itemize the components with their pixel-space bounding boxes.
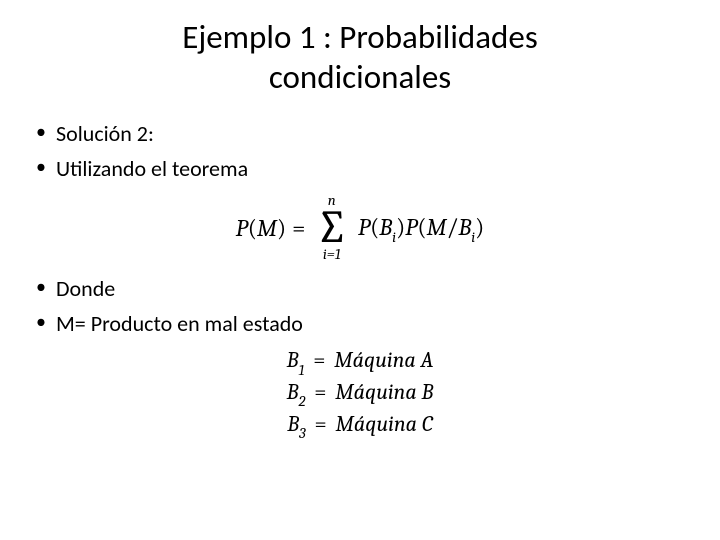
sigma-block: n ∑ i=1 bbox=[315, 193, 348, 262]
bullet-marker: • bbox=[36, 272, 56, 305]
formula-total-probability: P(M) = n ∑ i=1 P(Bi)P(M/Bi) bbox=[30, 193, 690, 262]
solution-label: Solución 2: bbox=[56, 117, 690, 150]
bullet-solution: • Solución 2: bbox=[30, 117, 690, 150]
sub-i: i bbox=[392, 228, 396, 246]
def-b-idx: 1 bbox=[298, 361, 304, 379]
paren-close: ) bbox=[277, 214, 286, 242]
slide-container: Ejemplo 1 : Probabilidades condicionales… bbox=[0, 0, 720, 540]
paren-close: ) bbox=[396, 213, 405, 241]
paren-close: ) bbox=[475, 213, 484, 241]
def-b-sym: B bbox=[287, 411, 299, 437]
def-eq: = bbox=[314, 411, 326, 437]
slide-title: Ejemplo 1 : Probabilidades condicionales bbox=[30, 18, 690, 97]
def-b-idx: 2 bbox=[298, 392, 305, 410]
paren-open: ( bbox=[417, 213, 426, 241]
sigma-symbol: ∑ bbox=[315, 208, 348, 247]
sym-P: P bbox=[358, 213, 370, 241]
sym-P: P bbox=[405, 213, 417, 241]
sym-M: M bbox=[427, 213, 447, 241]
equals: = bbox=[292, 210, 305, 246]
def-b-sym: B bbox=[287, 347, 299, 373]
title-line-2: condicionales bbox=[269, 57, 451, 97]
def-b2: B2 = Máquina B bbox=[287, 378, 434, 410]
bullet-marker: • bbox=[36, 307, 56, 340]
def-b1: B1 = Máquina A bbox=[287, 346, 434, 378]
lhs: P(M) bbox=[236, 210, 286, 246]
sym-B: B bbox=[379, 213, 392, 241]
sub-i: i bbox=[471, 228, 475, 246]
bullet-marker: • bbox=[36, 152, 56, 185]
def-b-idx: 3 bbox=[299, 424, 306, 442]
def-eq: = bbox=[314, 379, 326, 405]
rhs: P(Bi)P(M/Bi) bbox=[358, 209, 484, 247]
bullet-marker: • bbox=[36, 117, 56, 150]
def-maquina: Máquina C bbox=[336, 411, 433, 437]
bullet-m-def: • M= Producto en mal estado bbox=[30, 307, 690, 340]
formula-row: P(M) = n ∑ i=1 P(Bi)P(M/Bi) bbox=[236, 193, 485, 262]
sym-P: P bbox=[236, 214, 248, 242]
sym-M: M bbox=[257, 214, 277, 242]
sym-B: B bbox=[458, 213, 471, 241]
b-definitions: B1 = Máquina A B2 = Máquina B B3 = Máqui… bbox=[30, 346, 690, 441]
title-line-1: Ejemplo 1 : Probabilidades bbox=[182, 17, 537, 57]
donde-label: Donde bbox=[56, 272, 690, 305]
def-b-sym: B bbox=[287, 379, 299, 405]
using-theorem: Utilizando el teorema bbox=[56, 152, 690, 185]
bullet-donde: • Donde bbox=[30, 272, 690, 305]
slash: / bbox=[447, 213, 459, 241]
def-b3: B3 = Máquina C bbox=[287, 410, 432, 442]
sigma-bottom: i=1 bbox=[323, 247, 341, 262]
paren-open: ( bbox=[248, 214, 257, 242]
slide-body: • Solución 2: • Utilizando el teorema P(… bbox=[30, 117, 690, 441]
paren-open: ( bbox=[370, 213, 379, 241]
def-eq: = bbox=[313, 347, 325, 373]
m-definition: M= Producto en mal estado bbox=[56, 307, 690, 340]
def-maquina: Máquina A bbox=[334, 347, 433, 373]
def-maquina: Máquina B bbox=[335, 379, 433, 405]
bullet-theorem: • Utilizando el teorema bbox=[30, 152, 690, 185]
